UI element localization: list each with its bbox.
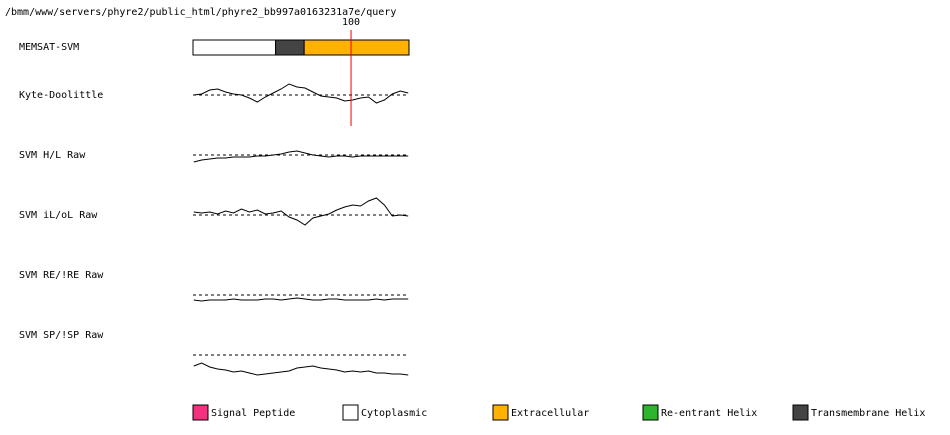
legend-swatch <box>342 404 359 421</box>
legend-label: Extracellular <box>511 408 589 419</box>
legend-swatch <box>642 404 659 421</box>
trace <box>193 83 409 104</box>
legend-swatch <box>192 404 209 421</box>
trace <box>193 150 409 163</box>
track-label: Kyte-Doolittle <box>19 90 103 101</box>
trace <box>193 197 409 226</box>
legend-swatch <box>792 404 809 421</box>
topology-segment <box>303 39 410 56</box>
trace <box>193 297 409 302</box>
legend-label: Re-entrant Helix <box>661 408 757 419</box>
track-label: MEMSAT-SVM <box>19 42 79 53</box>
marker-label: 100 <box>342 17 360 28</box>
topology-segment <box>192 39 277 56</box>
track-label: SVM RE/!RE Raw <box>19 270 104 281</box>
track-label: SVM SP/!SP Raw <box>19 330 104 341</box>
trace <box>193 362 409 376</box>
legend-label: Cytoplasmic <box>361 408 427 419</box>
legend-swatch <box>492 404 509 421</box>
track-label: SVM iL/oL Raw <box>19 210 98 221</box>
legend-label: Signal Peptide <box>211 408 295 419</box>
topology-segment <box>275 39 305 56</box>
legend-label: Transmembrane Helix <box>811 408 925 419</box>
track-label: SVM H/L Raw <box>19 150 86 161</box>
query-path: /bmm/www/servers/phyre2/public_html/phyr… <box>5 7 396 18</box>
